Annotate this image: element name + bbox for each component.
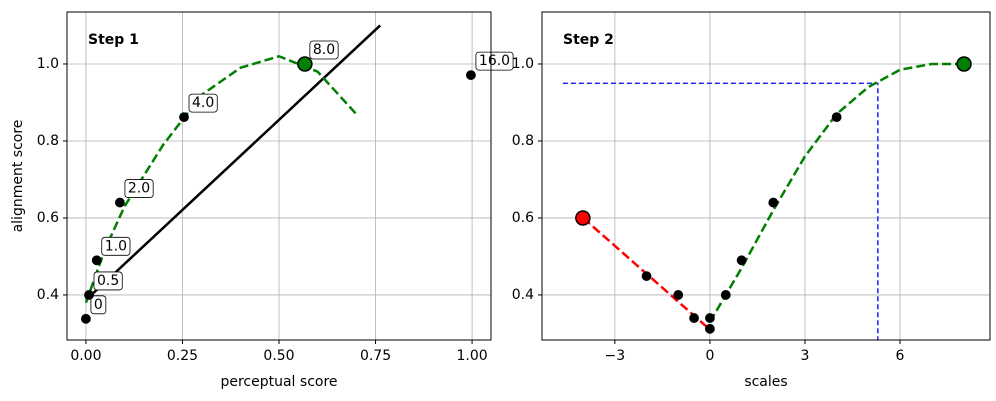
- point: [575, 210, 591, 226]
- annotation-box: [90, 295, 107, 315]
- x-tick-label: 1.00: [456, 348, 487, 364]
- point: [705, 323, 715, 334]
- plot-frame: [541, 11, 991, 341]
- y-tick-label: 0.4: [37, 287, 59, 303]
- plot-area: [562, 62, 964, 340]
- annotation-text: 16.0: [479, 53, 510, 69]
- x-axis-label: perceptual score: [220, 374, 337, 390]
- point: [179, 112, 189, 122]
- point: [641, 271, 652, 281]
- point-annotation: 2.0: [124, 179, 154, 198]
- point: [831, 112, 842, 122]
- x-tick-label: 0.25: [167, 348, 198, 364]
- point-annotation: 8.0: [309, 40, 339, 60]
- point: [768, 197, 779, 208]
- x-tick-label: −3: [605, 348, 626, 364]
- point: [720, 290, 731, 300]
- y-tick-label: 0.6: [512, 210, 534, 226]
- point: [673, 290, 684, 300]
- x-tick-label: 3: [801, 348, 810, 364]
- point: [115, 197, 125, 208]
- point: [689, 313, 699, 323]
- point: [84, 290, 94, 300]
- x-tick-label: 0.50: [263, 348, 294, 364]
- panel: 0.00 0.25 0.50 0.75 1.000.40.60.81.000.51.02…: [10, 11, 514, 390]
- point: [297, 56, 313, 72]
- point-annotation: 4.0: [188, 93, 218, 113]
- panel: −3 0 3 6 0.4 0.6 0.8 1.0 Step 2 scales: [512, 11, 991, 390]
- y-tick-label: 1.0: [512, 56, 534, 72]
- annotation-box: [101, 236, 131, 256]
- point: [81, 313, 91, 324]
- y-tick-label: 0.4: [512, 287, 534, 303]
- annotation-text: 0.5: [97, 273, 119, 289]
- annotation-text: 0: [94, 297, 103, 313]
- point: [91, 255, 102, 266]
- plot-frame: [66, 11, 492, 341]
- point-annotation: 0.5: [93, 271, 123, 291]
- point-annotation: 0: [90, 295, 107, 315]
- plot-area: [84, 24, 382, 304]
- annotation-box: [93, 271, 123, 291]
- annotation-box: [309, 40, 339, 60]
- line: [562, 82, 879, 340]
- annotation-box: [124, 179, 154, 198]
- line: [708, 62, 964, 323]
- annotation-text: 1.0: [105, 238, 127, 254]
- x-tick-label: 0.00: [70, 348, 101, 364]
- point-annotation: 1.0: [101, 236, 131, 256]
- point: [705, 313, 715, 323]
- annotation-box: [188, 93, 218, 113]
- point: [466, 70, 476, 81]
- annotation-text: 8.0: [313, 42, 335, 58]
- x-tick-label: 6: [896, 348, 905, 364]
- annotation-text: 4.0: [192, 95, 214, 111]
- y-tick-label: 0.6: [37, 210, 59, 226]
- x-tick-label: 0: [705, 348, 714, 364]
- x-axis-label: scales: [744, 374, 787, 390]
- annotation-text: 2.0: [128, 181, 150, 197]
- panel-title: Step 1: [88, 32, 139, 48]
- point: [736, 255, 747, 266]
- y-tick-label: 0.8: [512, 133, 534, 149]
- y-tick-label: 1.0: [37, 56, 59, 72]
- point: [956, 56, 972, 72]
- y-axis-label: alignment score: [10, 120, 26, 233]
- annotation-box: [475, 51, 514, 71]
- point-annotation: 16.0: [475, 51, 514, 71]
- x-tick-label: 0.75: [360, 348, 391, 364]
- panel-title: Step 2: [563, 32, 614, 48]
- y-tick-label: 0.8: [37, 133, 59, 149]
- line: [85, 24, 382, 301]
